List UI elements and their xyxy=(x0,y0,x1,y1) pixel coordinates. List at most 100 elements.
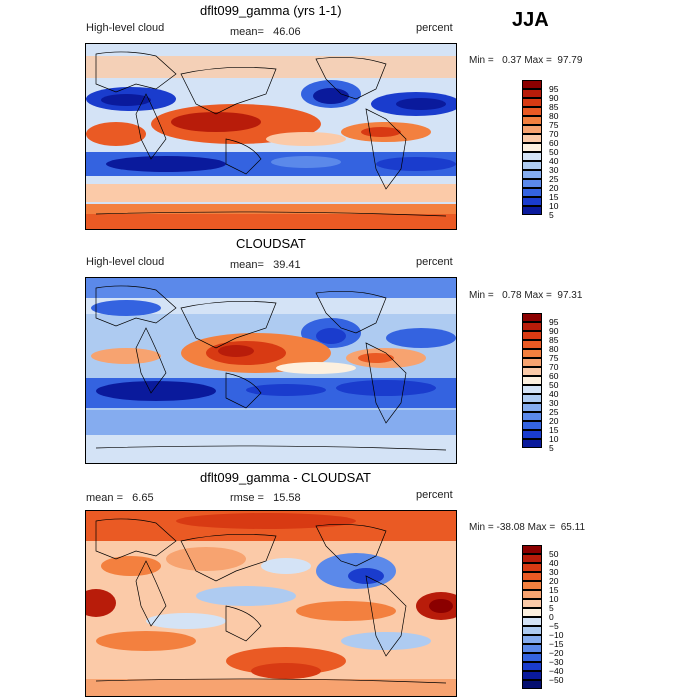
min-label: Min = xyxy=(469,55,494,66)
colorbar-tick-label: 30 xyxy=(549,165,559,175)
max-value: 65.11 xyxy=(560,522,586,533)
panel-title: dflt099_gamma - CLOUDSAT xyxy=(200,470,371,485)
colorbar-swatch xyxy=(522,653,542,662)
colorbar-swatch xyxy=(522,152,542,161)
colorbar-tick-label: 5 xyxy=(549,443,554,453)
colorbar-swatch xyxy=(522,188,542,197)
colorbar-tick-label: 10 xyxy=(549,594,559,604)
mean-value: 46.06 xyxy=(273,26,301,38)
colorbar-tick-label: 40 xyxy=(549,558,559,568)
min-max-stat: Min = -38.08 Max = 65.11 xyxy=(469,522,585,533)
colorbar-tick-label: 95 xyxy=(549,84,559,94)
colorbar-tick-label: 15 xyxy=(549,425,559,435)
colorbar-swatch xyxy=(522,206,542,215)
colorbar-tick-label: 90 xyxy=(549,326,559,336)
colorbar-swatch xyxy=(522,439,542,448)
mean-value: 6.65 xyxy=(132,492,154,504)
coastline-outlines xyxy=(95,51,447,217)
colorbar-tick-label: 40 xyxy=(549,389,559,399)
colorbar-swatch xyxy=(522,545,542,554)
mean-label: mean = xyxy=(86,492,123,504)
colorbar-swatch xyxy=(522,385,542,394)
coastline-outlines xyxy=(95,518,447,684)
cloud-field-map xyxy=(86,44,456,229)
colorbar-tick-label: −5 xyxy=(549,621,559,631)
units-label: percent xyxy=(416,256,453,268)
map-panel xyxy=(85,43,457,230)
colorbar-swatch xyxy=(522,662,542,671)
mean-label: mean= xyxy=(230,26,264,38)
colorbar-tick-label: 60 xyxy=(549,371,559,381)
colorbar-tick-label: −30 xyxy=(549,657,564,667)
colorbar-swatch xyxy=(522,98,542,107)
panel-title: CLOUDSAT xyxy=(236,236,306,251)
colorbar-tick-label: 20 xyxy=(549,416,559,426)
colorbar-tick-label: −20 xyxy=(549,648,564,658)
colorbar-tick-label: 50 xyxy=(549,549,559,559)
mean-label: mean= xyxy=(230,259,264,271)
max-label: Max = xyxy=(524,290,552,301)
colorbar-swatch xyxy=(522,89,542,98)
colorbar-tick-label: 50 xyxy=(549,147,559,157)
colorbar-tick-label: 25 xyxy=(549,174,559,184)
colorbar-swatch xyxy=(522,635,542,644)
colorbar-swatch xyxy=(522,161,542,170)
colorbar-tick-label: −15 xyxy=(549,639,564,649)
colorbar-swatch xyxy=(522,563,542,572)
colorbar-swatch xyxy=(522,554,542,563)
units-label: percent xyxy=(416,22,453,34)
colorbar-swatch xyxy=(522,376,542,385)
colorbar-swatch xyxy=(522,572,542,581)
colorbar-tick-label: 85 xyxy=(549,335,559,345)
colorbar-swatch xyxy=(522,412,542,421)
colorbar-tick-label: 75 xyxy=(549,353,559,363)
units-label: percent xyxy=(416,489,453,501)
colorbar-tick-label: 75 xyxy=(549,120,559,130)
colorbar-tick-label: 15 xyxy=(549,192,559,202)
colorbar-swatch xyxy=(522,349,542,358)
colorbar-tick-label: 5 xyxy=(549,603,554,613)
min-value: 0.78 xyxy=(502,290,522,301)
colorbar-tick-label: −10 xyxy=(549,630,564,640)
colorbar-tick-label: 10 xyxy=(549,434,559,444)
colorbar-tick-label: 50 xyxy=(549,380,559,390)
colorbar-swatch xyxy=(522,394,542,403)
min-label: Min = xyxy=(469,522,494,533)
mean-stat: mean= 39.41 xyxy=(230,259,301,271)
max-label: Max = xyxy=(527,522,556,533)
colorbar-tick-label: 80 xyxy=(549,344,559,354)
colorbar-swatch xyxy=(522,143,542,152)
colorbar-swatch xyxy=(522,617,542,626)
rmse-value: 15.58 xyxy=(273,492,301,504)
colorbar-swatch xyxy=(522,608,542,617)
map-panel xyxy=(85,277,457,464)
colorbar-swatch xyxy=(522,313,542,322)
panel-title: dflt099_gamma (yrs 1-1) xyxy=(200,3,342,18)
colorbar-swatch xyxy=(522,581,542,590)
colorbar-tick-label: 90 xyxy=(549,93,559,103)
mean-value: 39.41 xyxy=(273,259,301,271)
rmse-stat: rmse = 15.58 xyxy=(230,492,301,504)
colorbar-tick-label: 10 xyxy=(549,201,559,211)
colorbar-tick-label: 40 xyxy=(549,156,559,166)
colorbar-swatch xyxy=(522,599,542,608)
colorbar-tick-label: 30 xyxy=(549,398,559,408)
colorbar-tick-label: 20 xyxy=(549,576,559,586)
colorbar-tick-label: 80 xyxy=(549,111,559,121)
colorbar-tick-label: 0 xyxy=(549,612,554,622)
colorbar-tick-label: 60 xyxy=(549,138,559,148)
colorbar-swatch xyxy=(522,179,542,188)
colorbar-swatch xyxy=(522,367,542,376)
diff-mean-stat: mean = 6.65 xyxy=(86,492,154,504)
colorbar-tick-label: 15 xyxy=(549,585,559,595)
max-value: 97.79 xyxy=(557,55,583,66)
colorbar-tick-label: 5 xyxy=(549,210,554,220)
colorbar-swatch xyxy=(522,421,542,430)
min-value: 0.37 xyxy=(502,55,522,66)
coastline-outlines xyxy=(95,285,447,451)
colorbar-tick-label: 20 xyxy=(549,183,559,193)
colorbar-swatch xyxy=(522,80,542,89)
mean-stat: mean= 46.06 xyxy=(230,26,301,38)
colorbar-swatch xyxy=(522,430,542,439)
colorbar-swatch xyxy=(522,331,542,340)
